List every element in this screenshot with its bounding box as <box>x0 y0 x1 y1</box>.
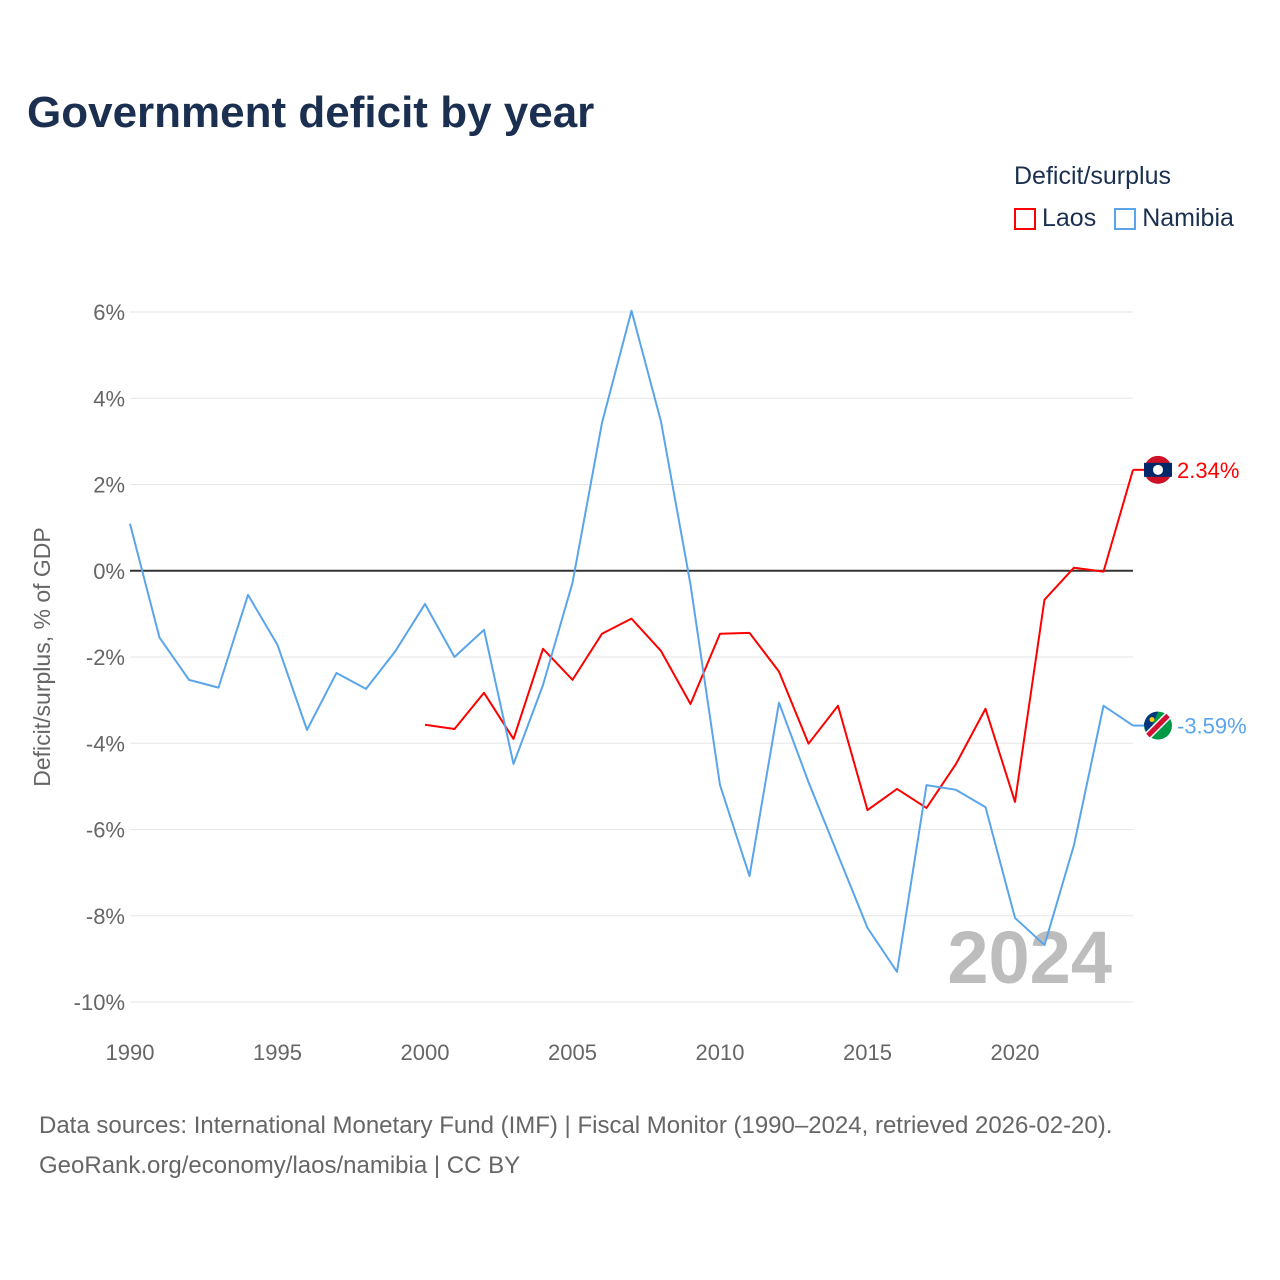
y-tick-label: 4% <box>93 386 125 411</box>
x-tick-label: 2010 <box>696 1040 745 1065</box>
end-label-namibia: -3.59% <box>1177 714 1247 739</box>
legend-title: Deficit/surplus <box>1014 162 1171 190</box>
legend-swatch-namibia <box>1114 207 1137 230</box>
x-tick-label: 2000 <box>401 1040 450 1065</box>
series-line-namibia[interactable] <box>129 309 1134 973</box>
y-axis-label: Deficit/surplus, % of GDP <box>29 527 55 786</box>
y-tick-label: -8% <box>86 904 125 929</box>
data-source: Data sources: International Monetary Fun… <box>39 1112 1113 1139</box>
legend-label-laos: Laos <box>1042 204 1097 232</box>
chart-title: Government deficit by year <box>27 88 595 137</box>
y-tick-label: 0% <box>93 559 125 584</box>
legend: Laos Namibia <box>1014 204 1234 233</box>
y-tick-label: -2% <box>86 645 125 670</box>
x-tick-label: 2015 <box>843 1040 892 1065</box>
legend-label-namibia: Namibia <box>1142 204 1234 232</box>
end-label-laos: 2.34% <box>1177 458 1239 483</box>
x-tick-label: 2005 <box>548 1040 597 1065</box>
series-line-laos[interactable] <box>424 469 1134 812</box>
y-tick-label: 2% <box>93 473 125 498</box>
legend-item-namibia[interactable]: Namibia <box>1114 204 1234 233</box>
legend-swatch-laos <box>1014 207 1036 230</box>
y-tick-label: 6% <box>93 300 125 325</box>
source-link[interactable]: GeoRank.org/economy/laos/namibia | CC BY <box>39 1152 521 1179</box>
y-tick-label: -6% <box>86 818 125 843</box>
x-tick-label: 2020 <box>991 1040 1040 1065</box>
x-tick-label: 1995 <box>253 1040 302 1065</box>
y-tick-label: -4% <box>86 731 125 756</box>
x-tick-label: 1990 <box>106 1040 155 1065</box>
y-tick-label: -10% <box>74 990 125 1015</box>
legend-item-laos[interactable]: Laos <box>1014 204 1096 233</box>
flag-laos-icon <box>1144 455 1172 484</box>
watermark-year: 2024 <box>947 916 1112 999</box>
footer: Data sources: International Monetary Fun… <box>39 1106 1112 1186</box>
flag-namibia-icon <box>1144 711 1172 740</box>
